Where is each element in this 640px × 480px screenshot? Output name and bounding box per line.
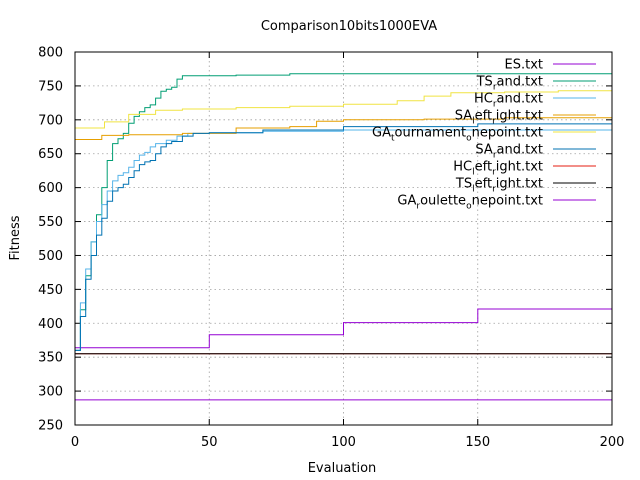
y-tick-label: 650 [38,147,63,162]
y-tick-label: 400 [38,317,63,332]
axis-ticks: 250 300 350 400 450 500 550 600 650 700 750 800 0 50 1… [38,46,624,451]
y-tick-label: 350 [38,351,63,366]
y-tick-label: 750 [38,79,63,94]
y-tick-label: 800 [38,46,63,61]
y-tick-label: 600 [38,181,63,196]
legend: ES.txt TSrand.txtHCrand.txtSAleftright.tx… [372,58,596,212]
y-tick-label: 250 [38,419,63,434]
legend-label: SAleftright.txt [455,109,543,127]
y-axis-label: Fitness [8,215,23,260]
legend-label: ES.txt [505,58,544,73]
chart-title: Comparison10bits1000EVA [261,19,437,34]
legend-label: TSleftright.txt [455,177,543,195]
y-tick-label: 450 [38,283,63,298]
plot-frame [74,51,613,426]
y-tick-label: 700 [38,113,63,128]
x-axis-label: Evaluation [308,461,377,476]
legend-label: GAtournamentonepoint.txt [372,126,543,144]
series-line [75,115,613,140]
x-tick-label: 100 [331,435,356,450]
x-tick-label: 50 [201,435,218,450]
series-lines [75,73,613,401]
legend-label: HCrand.txt [474,92,543,110]
series-line [75,295,613,349]
grid [75,52,612,425]
y-tick-label: 550 [38,215,63,230]
series-line [75,123,612,351]
y-tick-label: 500 [38,249,63,264]
x-tick-label: 200 [600,435,625,450]
legend-label: TSrand.txt [476,75,543,93]
y-tick-label: 300 [38,385,63,400]
legend-label: HCleftright.txt [453,160,543,178]
legend-label: SArand.txt [475,143,543,161]
legend-label: GArouletteonepoint.txt [397,194,543,212]
x-tick-label: 150 [465,435,490,450]
x-tick-label: 0 [71,435,79,450]
series-line [75,88,613,129]
